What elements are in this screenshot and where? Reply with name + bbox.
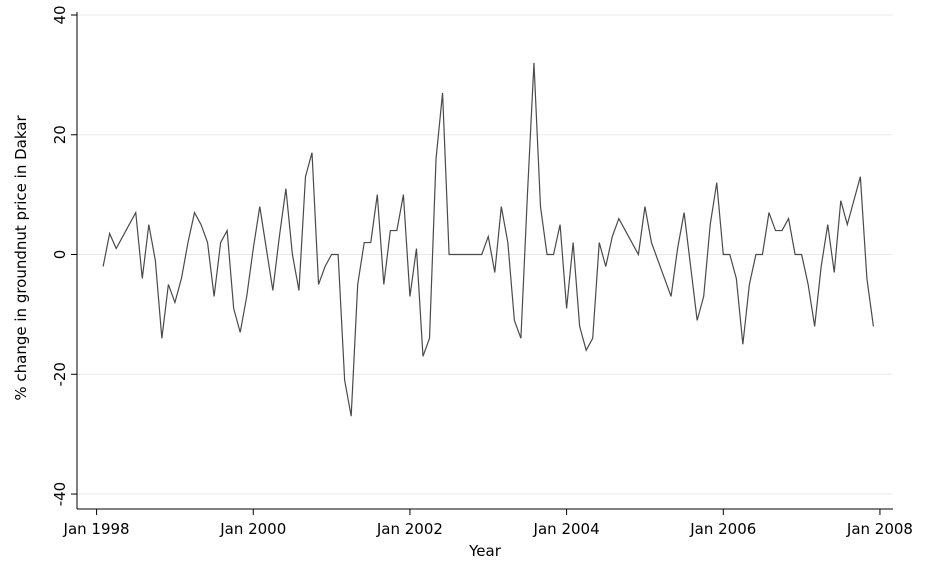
- x-tick-label: Jan 2002: [376, 520, 443, 538]
- y-tick-label: 40: [51, 5, 69, 24]
- x-tick-label: Jan 2008: [846, 520, 913, 538]
- x-tick-label: Jan 2006: [689, 520, 756, 538]
- data-line: [102, 62, 875, 417]
- y-axis-title: % change in groundnut price in Dakar: [12, 115, 30, 401]
- x-tick-label: Jan 1998: [63, 520, 130, 538]
- y-tick-label: -40: [51, 482, 69, 507]
- x-tick-label: Jan 2004: [533, 520, 600, 538]
- x-axis-title: Year: [468, 542, 502, 560]
- y-tick-label: -20: [51, 362, 69, 387]
- y-tick-label: 0: [51, 250, 69, 260]
- x-tick-label: Jan 2000: [219, 520, 286, 538]
- y-tick-label: 20: [51, 125, 69, 144]
